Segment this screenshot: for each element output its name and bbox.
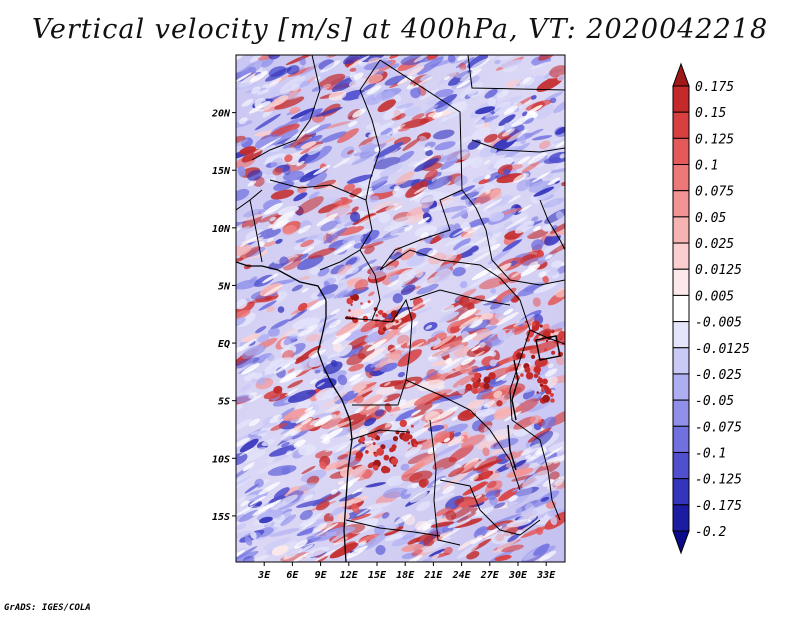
colorbar-level-label: -0.175 [695,499,742,514]
colorbar-swatch [672,216,690,244]
colorbar-swatch [672,164,690,192]
colorbar-level-label: -0.125 [695,473,742,488]
lat-tick-label: 15N [212,166,231,177]
lon-tick-label: 6E [286,570,299,581]
lon-tick-label: 24E [452,570,472,581]
colorbar-swatch [672,321,690,349]
vertical-velocity-field [236,55,565,562]
lat-tick-label: 10S [212,454,230,465]
colorbar-level-label: 0.025 [695,237,734,252]
colorbar-level-label: -0.0125 [695,342,750,357]
lon-tick-label: 21E [423,570,443,581]
chart-title: Vertical velocity [m/s] at 400hPa, VT: 2… [31,14,769,45]
colorbar-level-label: 0.15 [695,106,726,121]
map-axes: 20N 15N 10N 5N EQ 5S 10S 15S 3E 6E 9E 12E 15E 18E 21E 2… [211,109,556,581]
colorbar: 0.175 0.15 0.125 0.1 0.075 0.05 0.025 0.0125 0.0… [672,62,750,555]
lat-tick-label: 15S [212,512,230,523]
map-frame [235,54,566,563]
colorbar-swatch [672,347,690,375]
country-borders [236,55,565,562]
colorbar-swatch [672,268,690,296]
colorbar-level-label: 0.05 [695,211,726,226]
colorbar-level-label: -0.05 [695,394,734,409]
colorbar-level-label: -0.025 [695,368,742,383]
lat-tick-label: 20N [211,109,231,120]
colorbar-swatch [672,399,690,427]
colorbar-swatch [672,137,690,166]
lon-tick-label: 15E [368,570,387,581]
lat-tick-label: EQ [218,339,230,350]
colorbar-swatch [672,504,690,532]
colorbar-swatch [672,294,690,323]
colorbar-swatch [672,190,690,218]
colorbar-level-label: 0.125 [695,132,734,147]
lon-tick-label: 3E [257,570,271,581]
lat-tick-label: 5N [218,281,231,292]
lat-tick-label: 10N [212,224,231,235]
colorbar-level-label: 0.0125 [695,263,742,278]
colorbar-swatch [672,373,690,401]
colorbar-level-label: 0.1 [695,159,718,174]
colorbar-bottom-arrow [672,530,690,555]
colorbar-level-label: 0.005 [695,289,734,304]
colorbar-top-arrow [672,62,690,87]
colorbar-swatch [672,478,690,506]
lon-tick-label: 18E [396,570,415,581]
lon-tick-label: 30E [508,570,528,581]
grads-credit: GrADS: IGES/COLA [4,603,91,613]
lat-tick-label: 5S [218,397,230,408]
lon-tick-label: 33E [536,570,556,581]
colorbar-swatch [672,111,690,139]
colorbar-level-label: 0.175 [695,80,734,95]
colorbar-swatch [672,451,690,480]
colorbar-swatch [672,425,690,453]
colorbar-level-label: -0.1 [695,447,726,462]
colorbar-level-label: -0.005 [695,316,742,331]
colorbar-swatch [672,85,690,113]
colorbar-level-label: 0.075 [695,185,734,200]
colorbar-swatch [672,242,690,270]
lon-tick-label: 27E [480,570,500,581]
lon-tick-label: 12E [340,570,359,581]
colorbar-level-label: -0.075 [695,420,742,435]
lon-tick-label: 9E [315,570,328,581]
colorbar-level-label: -0.2 [695,525,726,540]
